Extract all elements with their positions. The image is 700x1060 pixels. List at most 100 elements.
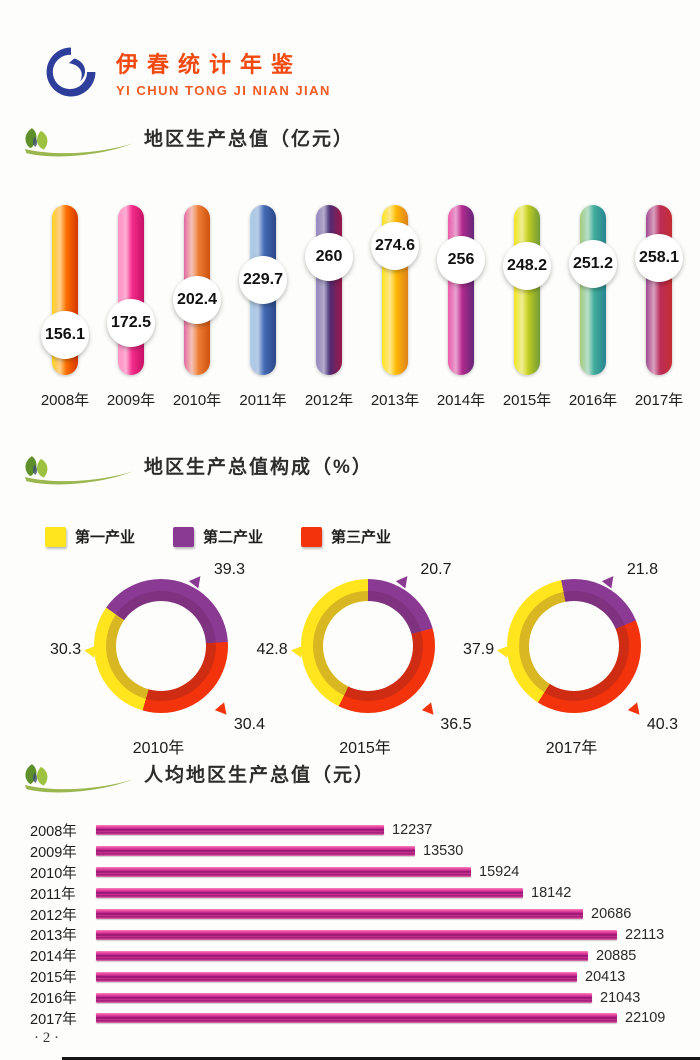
leaf-decoration-icon [24, 764, 134, 793]
page-number: · 2 · [34, 1030, 59, 1046]
gdp-year-label: 2016年 [568, 392, 618, 409]
percapita-value-label: 20413 [585, 968, 626, 985]
percapita-year-label: 2017年 [30, 1011, 77, 1028]
percapita-value-label: 20686 [591, 906, 632, 922]
percapita-year-label: 2009年 [30, 844, 77, 861]
gdp-value-bubble: 248.2 [503, 241, 551, 290]
yearbook-logo-icon [46, 47, 96, 97]
composition-donut: 21.8 40.3 37.9 2017年 [463, 561, 678, 757]
legend-item-primary: 第一产业 [45, 526, 135, 547]
legend-item-tertiary: 第三产业 [301, 526, 391, 547]
donut-year-label: 2015年 [339, 740, 391, 757]
gdp-year-label: 2017年 [634, 392, 684, 409]
tertiary-industry-value: 40.3 [646, 716, 678, 733]
yearbook-title: 伊春统计年鉴 [116, 51, 303, 77]
primary-industry-value: 30.3 [50, 641, 82, 658]
gdp-value-bubble: 156.1 [41, 310, 89, 359]
percapita-bar-row: 2016年 21043 [30, 987, 690, 1008]
brand-header: 伊春统计年鉴 YI CHUN TONG JI NIAN JIAN [42, 46, 331, 98]
percapita-bar [96, 846, 415, 857]
percapita-bar [96, 888, 523, 899]
gdp-capsule-column: 251.2 2016年 [560, 205, 626, 410]
composition-donut: 39.3 30.4 30.3 2010年 [50, 561, 265, 757]
percapita-bar-chart: 2008年 12237 2009年 13530 2010年 15924 2011年 18142… [30, 820, 690, 1029]
primary-industry-value: 42.8 [256, 641, 288, 658]
bottom-rule [62, 1057, 700, 1060]
gdp-capsule-bar [316, 205, 342, 375]
primary-industry-value: 37.9 [463, 641, 495, 658]
gdp-value-bubble: 251.2 [569, 239, 617, 288]
gdp-year-label: 2009年 [106, 392, 156, 409]
gdp-year-label: 2011年 [239, 392, 287, 409]
percapita-year-label: 2013年 [30, 928, 77, 945]
percapita-bar [96, 825, 384, 836]
gdp-capsule-column: 248.2 2015年 [494, 205, 560, 410]
percapita-value-label: 22113 [625, 926, 665, 943]
percapita-value-label: 20885 [596, 947, 637, 964]
pointer-tertiary [421, 702, 438, 719]
percapita-bar [96, 971, 577, 982]
gdp-capsule-column: 172.5 2009年 [98, 205, 164, 410]
donut-ring [94, 579, 228, 713]
percapita-bar-row: 2017年 22109 [30, 1008, 690, 1029]
gdp-capsule-column: 274.6 2013年 [362, 205, 428, 410]
leaf-decoration-icon [24, 128, 134, 157]
gdp-value-bubble: 256 [437, 236, 485, 284]
gdp-value-bubble: 229.7 [239, 255, 287, 304]
percapita-value-label: 18142 [531, 885, 572, 902]
composition-donut-charts: 39.3 30.4 30.3 2010年 20.7 36.5 42.8 2015年 21.8 40… [0, 561, 700, 757]
percapita-year-label: 2008年 [30, 823, 77, 840]
percapita-value-label: 12237 [392, 822, 433, 839]
percapita-bar-row: 2008年 12237 [30, 820, 690, 841]
percapita-year-label: 2016年 [30, 991, 77, 1008]
yearbook-subtitle: YI CHUN TONG JI NIAN JIAN [116, 82, 331, 98]
gdp-value-bubble: 172.5 [107, 298, 155, 347]
gdp-capsule-bar [118, 205, 144, 375]
gdp-capsule-bar [514, 205, 540, 375]
percapita-bar [96, 929, 617, 940]
gdp-capsule-bar [580, 205, 606, 375]
gdp-value-bubble: 258.1 [635, 234, 683, 283]
percapita-value-label: 15924 [479, 864, 520, 881]
gdp-capsule-column: 202.4 2010年 [164, 205, 230, 410]
gdp-year-label: 2012年 [304, 392, 354, 409]
donut-hole [116, 601, 206, 691]
gdp-capsule-chart: 156.1 2008年 172.5 2009年 202.4 2010年 229.7 2011年… [32, 205, 692, 410]
gdp-capsule-column: 258.1 2017年 [626, 205, 692, 410]
percapita-bar-row: 2013年 22113 [30, 924, 690, 945]
gdp-year-label: 2010年 [172, 392, 222, 409]
percapita-value-label: 22109 [625, 1010, 666, 1027]
percapita-bar [96, 1013, 617, 1024]
gdp-capsule-bar [646, 205, 672, 375]
percapita-bar [96, 992, 592, 1003]
section-title-gdp: 地区生产总值（亿元） [144, 129, 355, 150]
gdp-section-header: 地区生产总值（亿元） [18, 116, 354, 168]
percapita-bar-row: 2012年 20686 [30, 904, 690, 925]
pointer-primary [83, 644, 96, 658]
percapita-bar-row: 2014年 20885 [30, 945, 690, 966]
percapita-value-label: 13530 [423, 843, 464, 860]
secondary-industry-value: 20.7 [420, 561, 452, 578]
pointer-primary [496, 644, 509, 658]
donut-year-label: 2010年 [132, 740, 185, 757]
gdp-year-label: 2015年 [502, 392, 552, 409]
percapita-bar [96, 950, 588, 961]
gdp-value-bubble: 274.6 [371, 222, 419, 271]
gdp-year-label: 2013年 [370, 392, 420, 409]
donut-year-label: 2017年 [545, 740, 598, 757]
section-title-percapita: 人均地区生产总值（元） [144, 765, 376, 786]
gdp-value-bubble: 202.4 [173, 276, 221, 325]
pointer-tertiary [627, 702, 645, 719]
percapita-bar-row: 2011年 18142 [30, 883, 690, 904]
secondary-industry-value: 21.8 [626, 561, 658, 578]
percapita-section-header: 人均地区生产总值（元） [18, 752, 375, 804]
gdp-capsule-column: 229.7 2011年 [230, 205, 296, 410]
industry-legend: 第一产业 第二产业 第三产业 [45, 526, 429, 547]
gdp-capsule-column: 156.1 2008年 [32, 205, 98, 410]
gdp-capsule-column: 256 2014年 [428, 205, 494, 410]
pointer-tertiary [214, 702, 232, 719]
legend-label-tertiary: 第三产业 [331, 529, 392, 546]
percapita-bar [96, 867, 471, 878]
percapita-year-label: 2011年 [30, 886, 76, 903]
